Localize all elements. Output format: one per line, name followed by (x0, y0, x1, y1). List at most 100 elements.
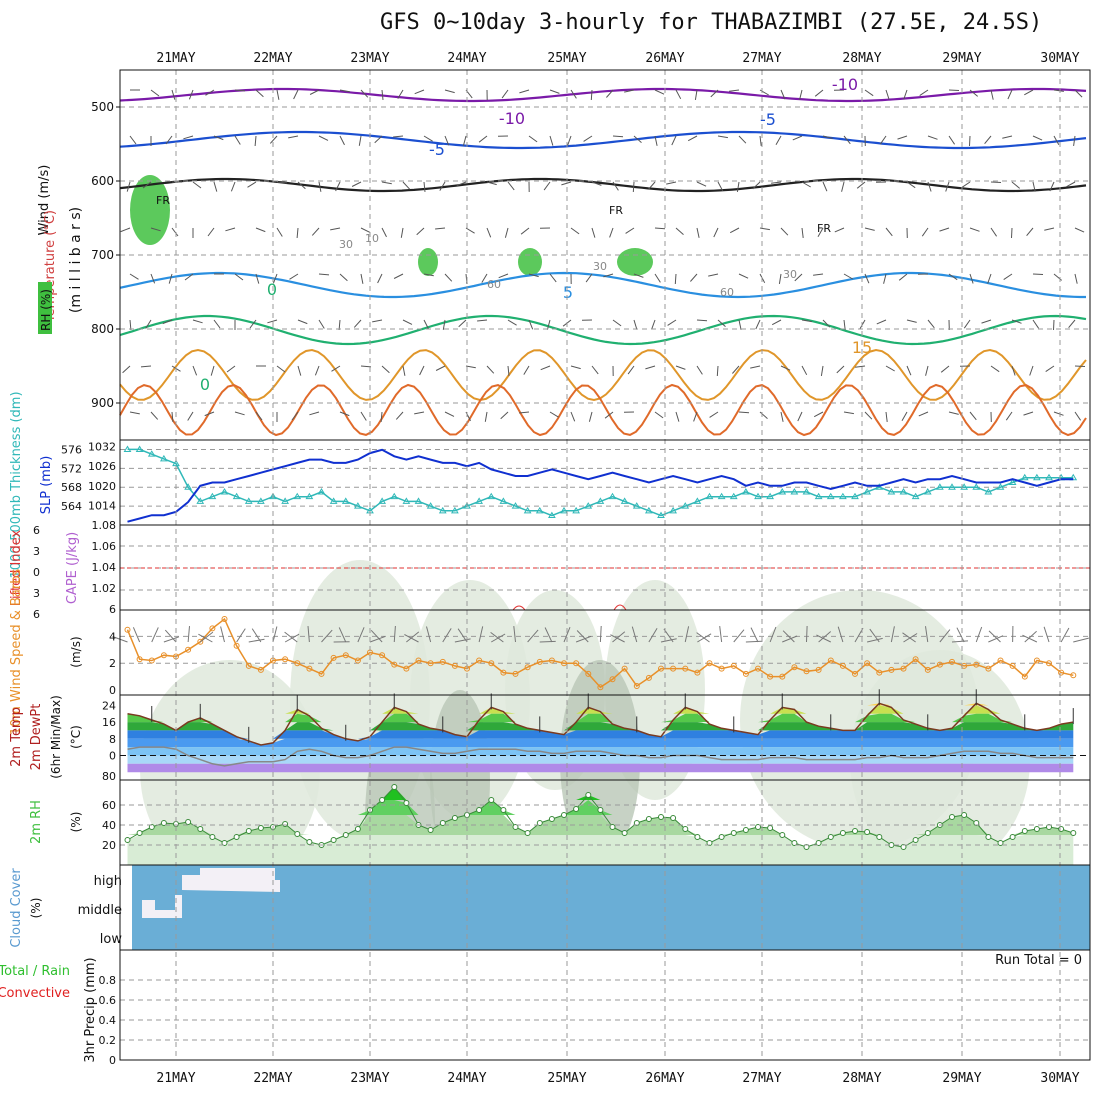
thickness-point (305, 492, 314, 500)
thickness-point (717, 492, 726, 500)
wind10m-barb (816, 634, 831, 643)
wind-barb (612, 319, 622, 327)
wind-barb (1068, 319, 1076, 329)
wind-barb (129, 273, 139, 280)
lifted-tick-label: 3 (33, 545, 40, 558)
wind-barb (318, 273, 330, 276)
rh2m-point (209, 834, 216, 840)
date-label-bottom: 22MAY (253, 1071, 292, 1086)
wind-barb (330, 227, 341, 231)
wind-barb (276, 181, 288, 184)
wind-barb (696, 181, 707, 187)
wind-barb (1003, 273, 1013, 281)
rh2m-point (173, 821, 179, 827)
wind-barb (675, 411, 680, 422)
wind-barb (351, 181, 362, 187)
wind-barb (254, 135, 257, 147)
rh2m-point (536, 820, 543, 826)
rh-green-1 (418, 248, 438, 276)
rh2m-point (500, 807, 507, 813)
thickness-tick-label: 568 (61, 481, 82, 494)
wind-barb (171, 227, 179, 237)
lifted-tick-label: 3 (33, 587, 40, 600)
wind-barb (570, 411, 576, 422)
wind10m-point (1046, 660, 1052, 667)
wind-barb (381, 227, 387, 238)
slp-tick-label: 1032 (88, 441, 116, 454)
wind-barb (1024, 89, 1034, 96)
temp2m-unit: (°C) (69, 725, 83, 749)
temp-contour-5 (119, 271, 1086, 299)
wind-barb (591, 181, 602, 186)
wind-barb (822, 181, 828, 192)
wind10m-barb (426, 626, 432, 643)
rh2m-point (670, 815, 677, 821)
wind10m-barb (988, 630, 1001, 643)
wind10m-point (1021, 673, 1028, 680)
thickness-point (802, 487, 811, 495)
wind-barb (612, 135, 624, 138)
wind-barb (855, 365, 866, 368)
wind-barb (205, 89, 215, 96)
wind-barb (1074, 89, 1083, 98)
thickness-point (851, 492, 859, 500)
wind10m-point (839, 662, 846, 669)
wind-barb (423, 135, 433, 142)
wind-barb (969, 273, 974, 284)
thickness-point (960, 483, 969, 490)
wind10m-barb (782, 635, 798, 643)
wind10m-barb (251, 628, 262, 643)
lifted-tick-label: 6 (33, 608, 40, 621)
wind10m-barb (951, 640, 969, 643)
wind-barb (402, 319, 413, 325)
wind-barb (255, 273, 260, 284)
wind-barb (247, 181, 257, 188)
rh2m-point (124, 837, 131, 843)
wind10m-unit: (m/s) (69, 636, 83, 667)
wind-barb (759, 411, 768, 419)
wind-barb (507, 181, 515, 191)
thickness-point (281, 497, 290, 504)
wind-barb (1049, 181, 1055, 192)
wind-barb (820, 365, 824, 376)
wind10m-point (524, 664, 531, 671)
rh2m-point (488, 797, 495, 803)
wind10m-barb (199, 631, 214, 643)
wind10m-barb (869, 628, 880, 643)
wind-barb (358, 135, 362, 146)
contour-label: -5 (429, 140, 445, 159)
wind-barb (738, 135, 747, 144)
wind-barb (654, 227, 666, 230)
wind-barb (276, 227, 283, 237)
wind10m-tick-label: 0 (109, 684, 116, 697)
wind10m-point (670, 665, 677, 672)
wind-barb (606, 89, 614, 98)
run-total-label: Run Total = 0 (995, 953, 1082, 968)
thickness-point (329, 497, 338, 504)
precip-conv-label: Convective (0, 986, 70, 1001)
temp-contour-10 (119, 314, 1087, 346)
temp-minmax-label: (6hr Min/Max) (49, 695, 63, 779)
wind10m-barb (457, 628, 468, 643)
wind-barb (458, 319, 467, 328)
wind-barb (291, 411, 299, 421)
thickness-point (208, 492, 217, 500)
date-label-top: 30MAY (1040, 51, 1079, 66)
thickness-point (232, 492, 241, 500)
wind-barb (276, 89, 280, 100)
contour-label: FR (817, 222, 831, 235)
wind-barb (213, 135, 224, 141)
lifted-tick-label: 0 (33, 566, 40, 579)
wind10m-point (500, 669, 507, 676)
rh-green-0 (130, 175, 170, 245)
wind10m-barb (806, 625, 808, 643)
thickness-point (293, 492, 302, 500)
slp-tick-label: 1.08 (92, 519, 117, 532)
thickness-point (414, 497, 423, 504)
thickness-point (269, 492, 277, 500)
wind10m-label: 10m Wind Speed & Barbs (9, 569, 24, 736)
wind-barb (381, 365, 390, 374)
wind-barb (1026, 227, 1034, 237)
thickness-point (341, 497, 350, 504)
rh2m-point (694, 834, 701, 840)
